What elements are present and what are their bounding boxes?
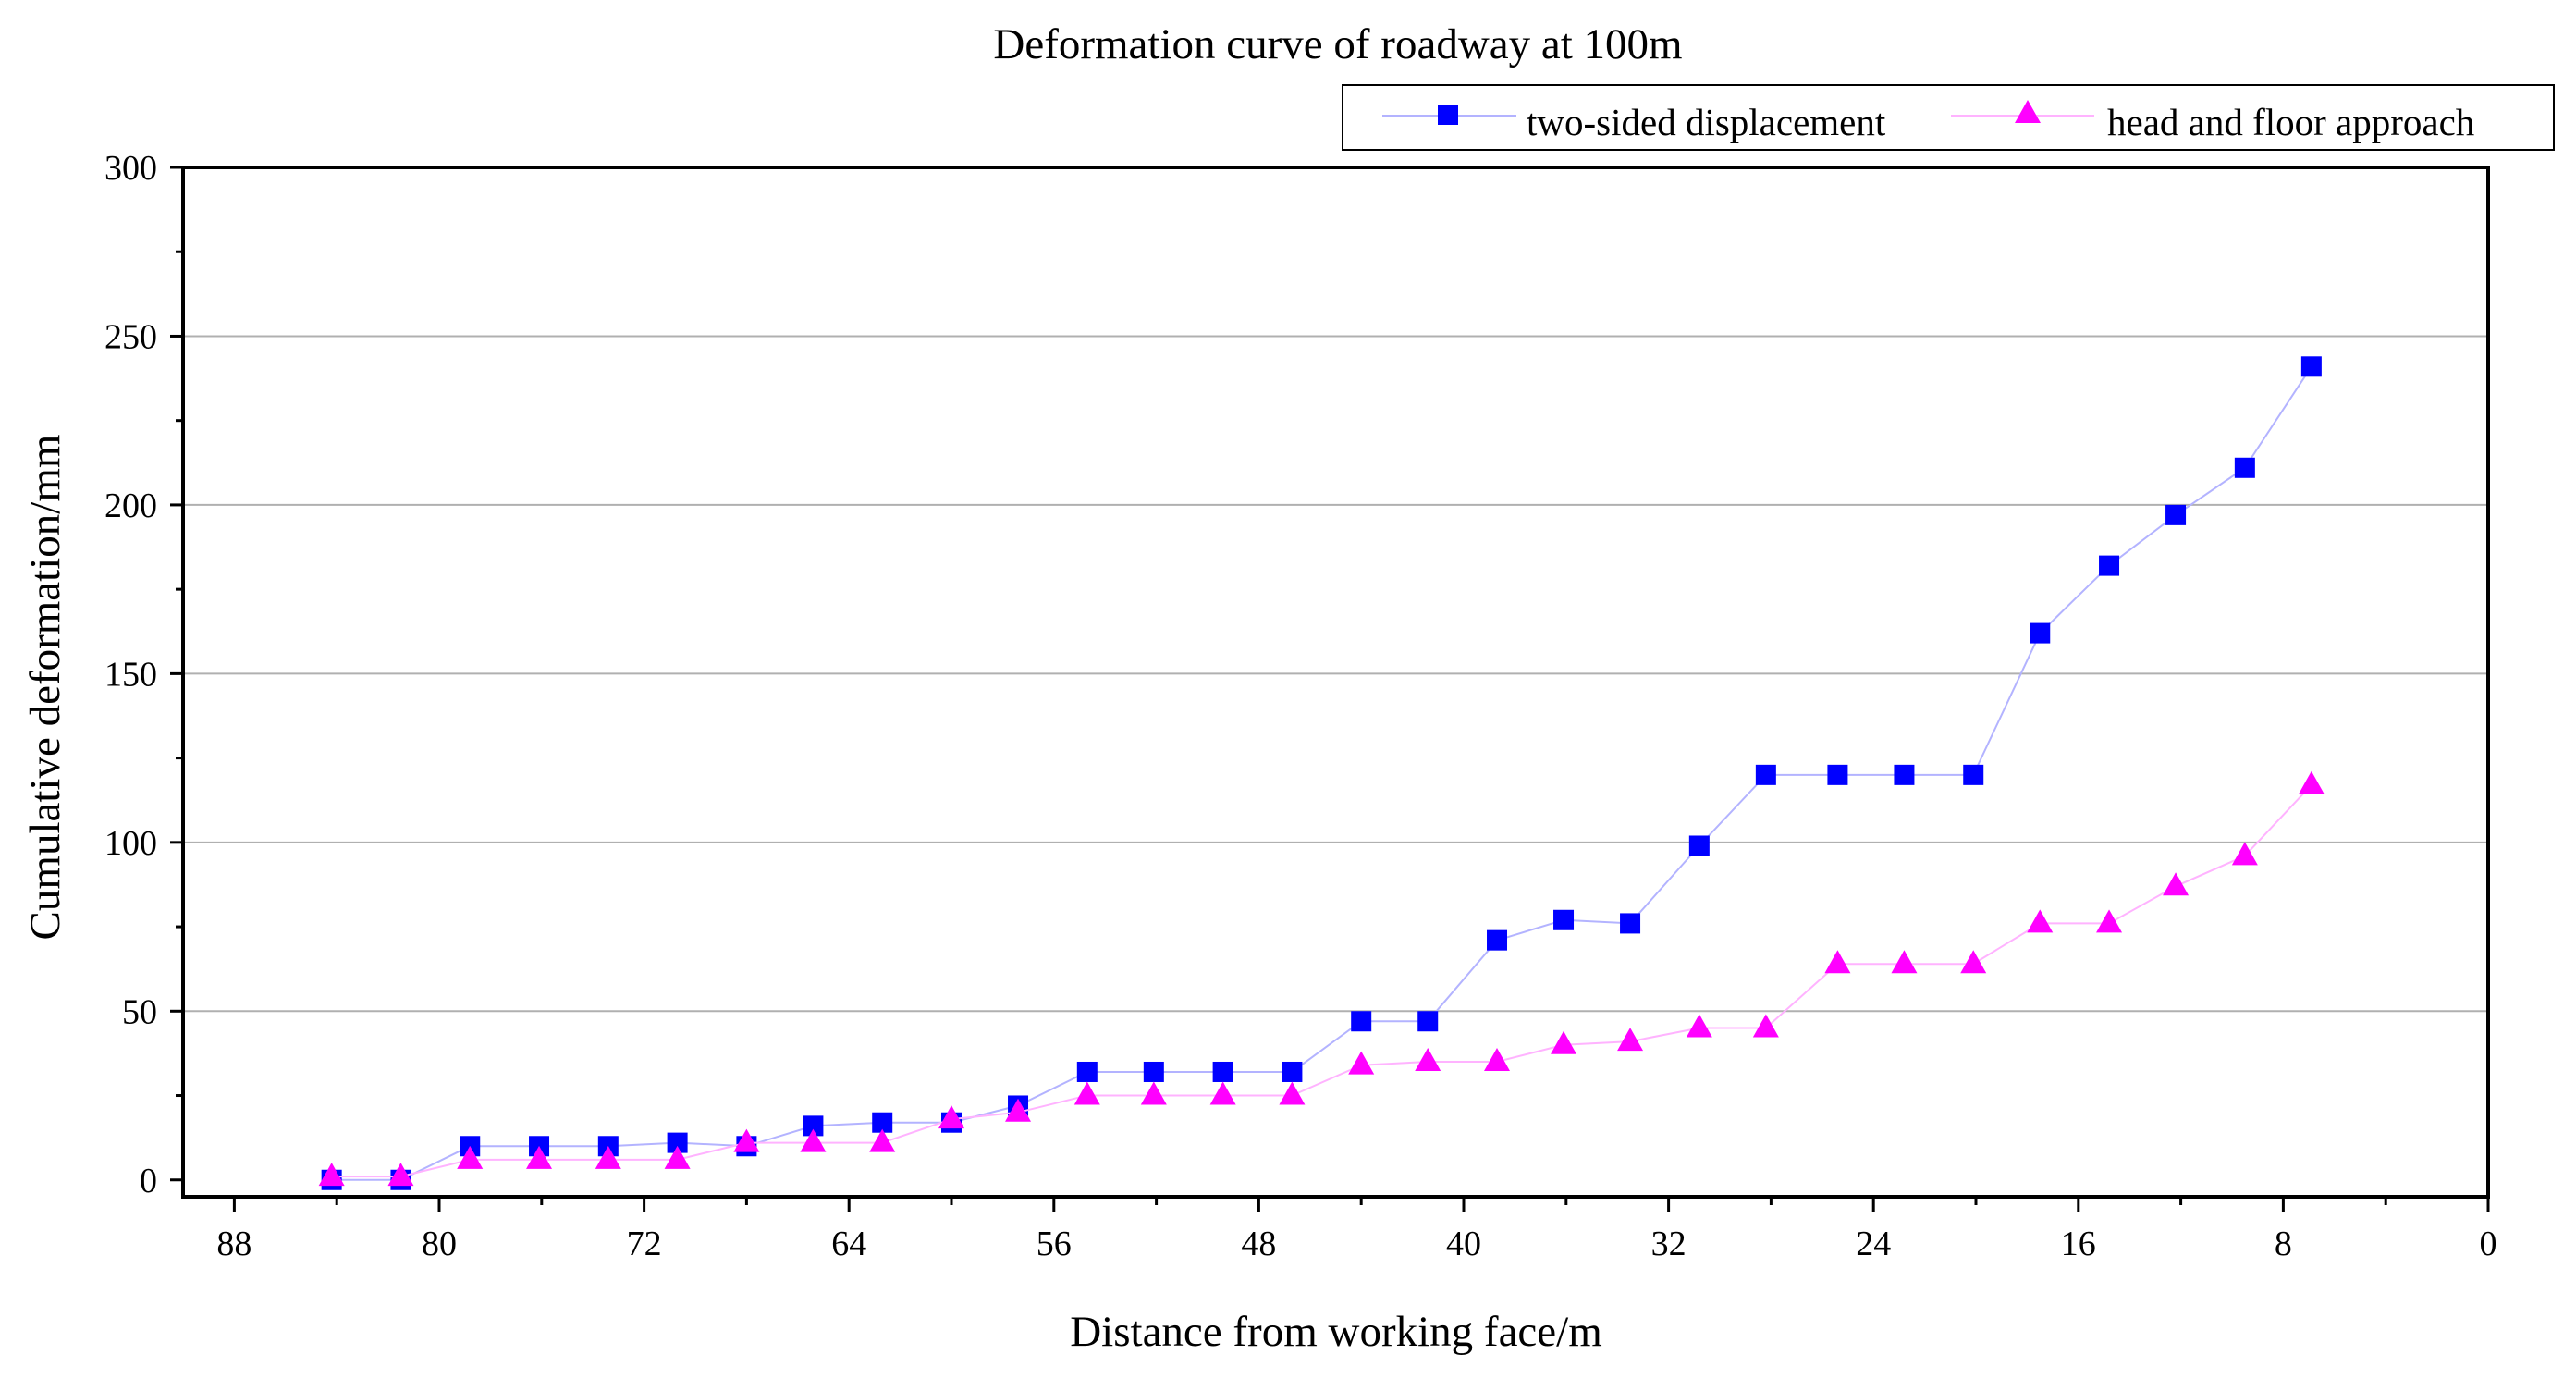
x-tick-label-72: 72	[627, 1225, 662, 1263]
point-head-floor-26	[2096, 909, 2123, 933]
y-axis-label: Cumulative deformation/mm	[21, 435, 69, 941]
point-two-sided-21	[1755, 764, 1776, 785]
point-two-sided-8	[872, 1112, 893, 1133]
point-head-floor-6	[733, 1128, 760, 1152]
point-head-floor-29	[2298, 770, 2325, 794]
y-tick-label-50: 50	[122, 992, 157, 1031]
x-tick-label-0: 0	[2480, 1225, 2497, 1263]
x-tick-label-56: 56	[1037, 1225, 1072, 1263]
point-head-floor-12	[1140, 1081, 1167, 1105]
point-head-floor-18	[1551, 1030, 1577, 1054]
point-two-sided-25	[2030, 622, 2051, 644]
point-two-sided-24	[1963, 764, 1984, 785]
point-two-sided-16	[1417, 1011, 1439, 1032]
y-tick-label-0: 0	[140, 1162, 157, 1200]
point-head-floor-15	[1348, 1051, 1375, 1075]
point-head-floor-25	[2027, 909, 2054, 933]
series-layer	[318, 356, 2325, 1190]
y-tick-label-250: 250	[104, 317, 157, 356]
point-head-floor-28	[2231, 842, 2258, 866]
legend-box	[1342, 84, 2555, 151]
point-head-floor-23	[1891, 950, 1918, 974]
grid-lines	[183, 166, 2488, 1013]
point-head-floor-17	[1484, 1048, 1511, 1072]
point-two-sided-27	[2165, 504, 2187, 525]
point-head-floor-10	[1005, 1098, 1032, 1122]
point-two-sided-5	[667, 1132, 688, 1153]
y-tick-label-150: 150	[104, 655, 157, 694]
point-two-sided-7	[803, 1115, 824, 1137]
point-head-floor-0	[318, 1163, 345, 1187]
point-two-sided-28	[2234, 457, 2255, 478]
point-two-sided-26	[2099, 555, 2120, 576]
y-tick-label-300: 300	[104, 149, 157, 188]
point-head-floor-19	[1617, 1028, 1644, 1052]
point-head-floor-2	[457, 1145, 484, 1169]
point-head-floor-9	[938, 1105, 964, 1129]
point-two-sided-22	[1827, 764, 1848, 785]
point-head-floor-5	[664, 1145, 691, 1169]
point-head-floor-27	[2163, 872, 2190, 896]
legend-label-two-sided: two-sided displacement	[1527, 101, 1886, 143]
x-axis: 88 80 72 64 56 48 40 32 24 16 8 0	[216, 1197, 2497, 1263]
point-head-floor-14	[1279, 1081, 1306, 1105]
y-tick-label-100: 100	[104, 824, 157, 863]
point-head-floor-24	[1960, 950, 1987, 974]
point-two-sided-19	[1620, 913, 1641, 934]
legend-marker-head-floor	[2015, 100, 2041, 123]
legend: two-sided displacement head and floor ap…	[1342, 84, 2555, 151]
legend-marker-two-sided	[1438, 105, 1458, 125]
point-head-floor-13	[1209, 1081, 1236, 1105]
x-tick-label-24: 24	[1856, 1225, 1891, 1263]
y-axis: 0 50 100 150 200 250 300	[104, 149, 183, 1200]
point-head-floor-21	[1752, 1014, 1779, 1038]
point-two-sided-13	[1212, 1061, 1233, 1082]
x-tick-label-48: 48	[1241, 1225, 1276, 1263]
x-tick-label-32: 32	[1651, 1225, 1687, 1263]
point-head-floor-3	[526, 1145, 553, 1169]
x-tick-label-40: 40	[1446, 1225, 1481, 1263]
point-head-floor-20	[1686, 1014, 1712, 1038]
point-head-floor-22	[1824, 950, 1851, 974]
x-tick-label-80: 80	[422, 1225, 457, 1263]
x-tick-label-88: 88	[216, 1225, 251, 1263]
point-head-floor-1	[387, 1163, 414, 1187]
x-tick-label-16: 16	[2061, 1225, 2096, 1263]
legend-label-head-floor: head and floor approach	[2107, 101, 2474, 143]
point-head-floor-16	[1415, 1048, 1441, 1072]
x-tick-label-64: 64	[831, 1225, 866, 1263]
x-tick-label-8: 8	[2275, 1225, 2292, 1263]
point-two-sided-15	[1351, 1011, 1372, 1032]
x-axis-label: Distance from working face/m	[1070, 1308, 1602, 1356]
point-head-floor-8	[869, 1128, 896, 1152]
point-two-sided-14	[1282, 1061, 1303, 1082]
point-two-sided-12	[1143, 1061, 1164, 1082]
point-two-sided-18	[1553, 909, 1575, 930]
point-two-sided-23	[1894, 764, 1915, 785]
y-tick-label-200: 200	[104, 486, 157, 525]
series-line-head-floor	[331, 784, 2312, 1178]
point-head-floor-11	[1073, 1081, 1100, 1105]
point-two-sided-11	[1076, 1061, 1098, 1082]
point-head-floor-4	[595, 1145, 621, 1169]
point-head-floor-7	[800, 1128, 827, 1152]
chart-title: Deformation curve of roadway at 100m	[993, 20, 1682, 68]
series-line-two-sided	[331, 365, 2312, 1181]
point-two-sided-17	[1487, 929, 1508, 951]
point-two-sided-29	[2300, 356, 2322, 377]
plot-frame	[181, 166, 2490, 1199]
point-two-sided-20	[1688, 835, 1710, 856]
